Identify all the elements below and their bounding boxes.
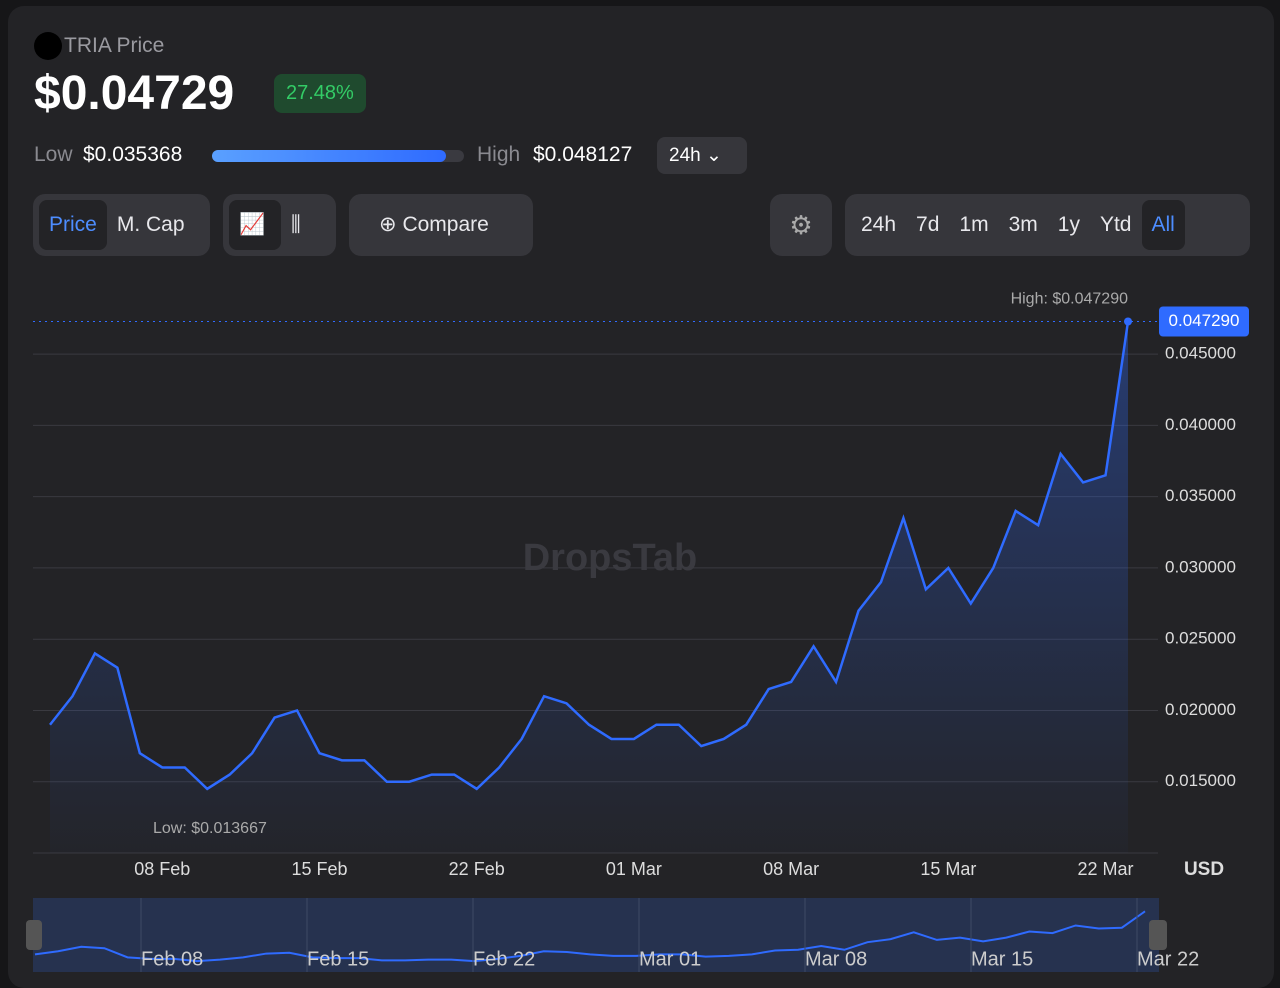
navigator-handle (1149, 920, 1167, 950)
range-tab[interactable]: 24h (861, 213, 897, 236)
last-point (1124, 317, 1132, 326)
high-label: High (477, 143, 521, 166)
x-tick-label: 22 Mar (1078, 859, 1134, 879)
low-value: $0.035368 (83, 143, 183, 166)
low-annotation: Low: $0.013667 (153, 820, 267, 837)
y-tick-label: 0.020000 (1165, 700, 1236, 719)
high-value: $0.048127 (533, 143, 633, 166)
currency: USD (1184, 859, 1224, 880)
x-tick-label: 08 Mar (763, 859, 819, 879)
x-tick-label: 08 Feb (134, 859, 190, 879)
range-tab[interactable]: Ytd (1099, 213, 1132, 236)
x-tick-label: 15 Feb (291, 859, 347, 879)
navigator-label: Feb 15 (307, 948, 369, 970)
range-tab[interactable]: 3m (1008, 213, 1038, 236)
range-group: 24h 7d 1m 3m 1y Ytd All (845, 194, 1250, 256)
x-tick-label: 01 Mar (606, 859, 662, 879)
x-tick-label: 22 Feb (449, 859, 505, 879)
metric-tab[interactable]: Price (39, 200, 107, 250)
navigator-label: Mar 22 (1137, 948, 1199, 970)
range-tab[interactable]: 1m (959, 213, 989, 236)
line-type[interactable]: 📈 (229, 200, 281, 250)
compare-text: Compare (402, 213, 489, 236)
compare-button[interactable]: ⊕ Compare (349, 194, 533, 256)
range-tab[interactable]: 7d (916, 213, 940, 236)
navigator-label: Feb 22 (473, 948, 535, 970)
candle-type[interactable]: ⫼ (291, 213, 301, 236)
y-tick-label: 0.030000 (1165, 557, 1236, 576)
change: 27.48% (274, 74, 366, 113)
x-tick-label: 15 Mar (920, 859, 976, 879)
navigator-line (34, 910, 1146, 963)
watermark: DropsTab (523, 537, 698, 579)
low-label: Low (34, 143, 73, 166)
navigator-handle (26, 920, 42, 950)
navigator-label: Mar 15 (971, 948, 1033, 970)
price-line (49, 321, 1130, 791)
y-tick-label: 0.040000 (1165, 415, 1236, 434)
range-bar (212, 150, 464, 162)
y-tick-label: 0.025000 (1165, 629, 1236, 648)
chart-type-group: 📈 ⫼ (223, 194, 336, 256)
last-label: 0.047290 (1169, 311, 1240, 330)
navigator-label: Mar 08 (805, 948, 867, 970)
metric-tab[interactable]: M. Cap (116, 213, 185, 236)
period: 24h (669, 145, 701, 166)
navigator-label: Mar 01 (639, 948, 701, 970)
range-tab[interactable]: 1y (1057, 213, 1080, 236)
last-label-box (1159, 306, 1249, 337)
navigator-label: Feb 08 (141, 948, 203, 970)
price: $0.04729 (34, 67, 235, 120)
period-dropdown[interactable]: 24h ⌄ (657, 137, 747, 174)
high-annotation: High: $0.047290 (1011, 291, 1129, 308)
y-tick-label: 0.015000 (1165, 771, 1236, 790)
y-tick-label: 0.035000 (1165, 486, 1236, 505)
logo (34, 32, 62, 60)
compare: ⊕ Compare (379, 213, 489, 236)
settings[interactable]: ⚙ (770, 194, 832, 256)
title: TRIA Price (64, 34, 165, 57)
range-tab[interactable]: All (1141, 200, 1185, 250)
y-tick-label: 0.045000 (1165, 344, 1236, 363)
metric-group: Price M. Cap (33, 194, 210, 256)
price-area (50, 321, 1128, 853)
